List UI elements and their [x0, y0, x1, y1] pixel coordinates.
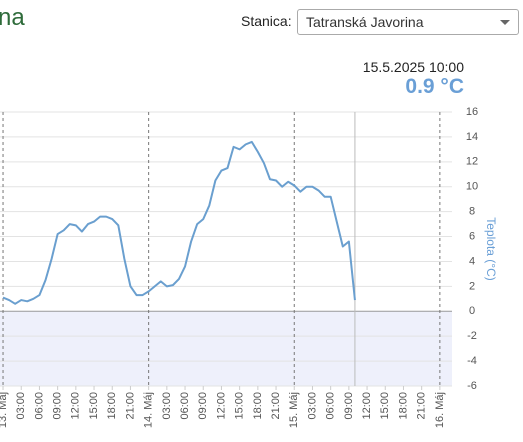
- y-tick-label: -4: [467, 355, 477, 367]
- x-tick-label: 06:00: [179, 392, 191, 420]
- x-tick-label: 12:00: [70, 392, 82, 420]
- x-tick-label: 09:00: [52, 392, 64, 420]
- station-label: Stanica:: [241, 13, 292, 29]
- y-tick-label: 16: [466, 106, 478, 118]
- y-tick-label: 8: [469, 206, 475, 218]
- station-value: Tatranská Javorina: [306, 14, 424, 30]
- temperature-line: [2, 140, 356, 305]
- x-tick-label: 06:00: [33, 392, 45, 420]
- reading-datetime: 15.5.2025 10:00: [362, 59, 464, 75]
- y-tick-label: 12: [466, 156, 478, 168]
- x-tick-label: 03:00: [306, 392, 318, 420]
- x-tick-label: 21:00: [416, 392, 428, 420]
- reading-value: 0.9 °C: [405, 75, 464, 98]
- y-tick-label: 10: [466, 181, 478, 193]
- page-title: na: [0, 4, 25, 31]
- x-tick-label: 15:00: [234, 392, 246, 420]
- x-tick-label: 15:00: [88, 392, 100, 420]
- y-axis-label: Teplota (°C): [484, 217, 498, 281]
- x-tick-label: 12:00: [361, 392, 373, 420]
- below-zero-band: [0, 311, 452, 386]
- x-tick-label: 12:00: [215, 392, 227, 420]
- y-tick-label: -6: [467, 380, 477, 392]
- x-tick-label: 21:00: [270, 392, 282, 420]
- x-tick-label: 03:00: [161, 392, 173, 420]
- y-tick-label: 4: [469, 255, 475, 267]
- x-tick-label: 06:00: [325, 392, 337, 420]
- station-select[interactable]: Tatranská Javorina: [297, 9, 519, 35]
- x-tick-label: 16. Máj: [434, 392, 446, 428]
- x-tick-label: 15:00: [379, 392, 391, 420]
- x-tick-label: 14. Máj: [143, 392, 155, 428]
- x-tick-label: 09:00: [197, 392, 209, 420]
- x-tick-label: 18:00: [252, 392, 264, 420]
- x-tick-label: 21:00: [124, 392, 136, 420]
- x-tick-label: 03:00: [15, 392, 27, 420]
- y-tick-label: 14: [466, 131, 478, 143]
- x-tick-label: 15. Máj: [288, 392, 300, 428]
- x-tick-label: 18:00: [397, 392, 409, 420]
- x-tick-label: 18:00: [106, 392, 118, 420]
- y-tick-label: 2: [469, 280, 475, 292]
- y-tick-label: 0: [469, 305, 475, 317]
- x-tick-label: 09:00: [343, 392, 355, 420]
- y-tick-label: 6: [469, 230, 475, 242]
- y-tick-label: -2: [467, 330, 477, 342]
- x-tick-label: 13. Máj: [0, 392, 9, 428]
